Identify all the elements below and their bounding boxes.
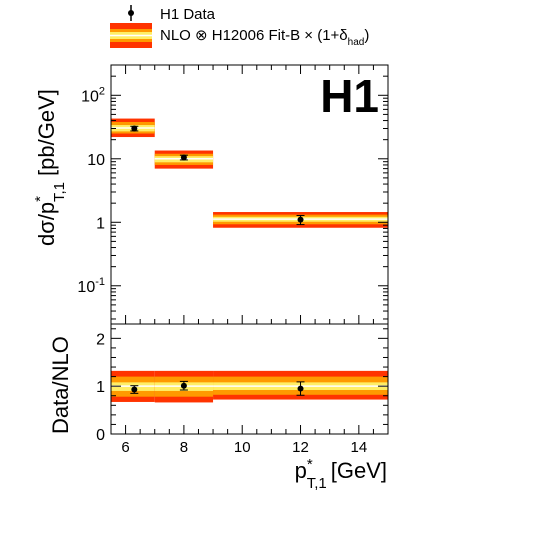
legend-nlo-label: NLO ⊗ H12006 Fit-B × (1+δhad) <box>160 27 369 48</box>
ratio-data-points <box>130 380 305 396</box>
ratio-data-point-2 <box>297 385 304 392</box>
experiment-logo: H1 <box>320 70 379 122</box>
legend-nlo-prefix: NLO ⊗ H12006 Fit-B × (1+δ <box>160 27 348 44</box>
ratio-theory-bands <box>111 370 388 403</box>
legend-data-marker <box>128 10 134 16</box>
x-axis-label: p* T,1[GeV] <box>295 456 387 492</box>
cross-section-panel: 10-1 1 10 102 H1 dσ/p* T,1[pb/GeV] <box>32 64 389 325</box>
legend: H1 Data NLO ⊗ H12006 Fit-B × (1+δhad) <box>110 5 369 48</box>
ratio-y-axis-label: Data/NLO <box>48 336 73 434</box>
top-data-points <box>130 125 305 226</box>
top-y-tick-label: 1 <box>96 215 105 232</box>
ratio-y-tick-label: 0 <box>96 427 105 444</box>
legend-nlo-sub: had <box>348 37 365 48</box>
ratio-data-point-0 <box>131 386 138 393</box>
ratio-y-tick-label: 1 <box>96 379 105 396</box>
top-y-axis-label: dσ/p* T,1[pb/GeV] <box>32 89 68 246</box>
top-y-tick-label: 10-1 <box>77 276 105 296</box>
ratio-data-point-1 <box>180 382 187 389</box>
x-tick-label: 12 <box>292 439 309 456</box>
x-tick-label: 6 <box>121 439 129 456</box>
legend-nlo-suffix: ) <box>364 27 369 44</box>
legend-data-label: H1 Data <box>160 6 216 23</box>
top-theory-bands <box>111 118 388 228</box>
x-tick-label: 8 <box>180 439 188 456</box>
top-data-point-1 <box>180 154 187 161</box>
ratio-plot-frame <box>110 323 389 435</box>
top-y-tick-label: 10 <box>87 152 105 169</box>
ratio-y-tick-label: 2 <box>96 331 105 348</box>
top-data-point-2 <box>297 216 304 223</box>
legend-nlo-swatch <box>110 23 152 48</box>
top-y-tick-label: 102 <box>81 85 105 105</box>
x-tick-label: 10 <box>234 439 251 456</box>
x-tick-label: 14 <box>350 439 367 456</box>
top-data-point-0 <box>131 125 138 132</box>
